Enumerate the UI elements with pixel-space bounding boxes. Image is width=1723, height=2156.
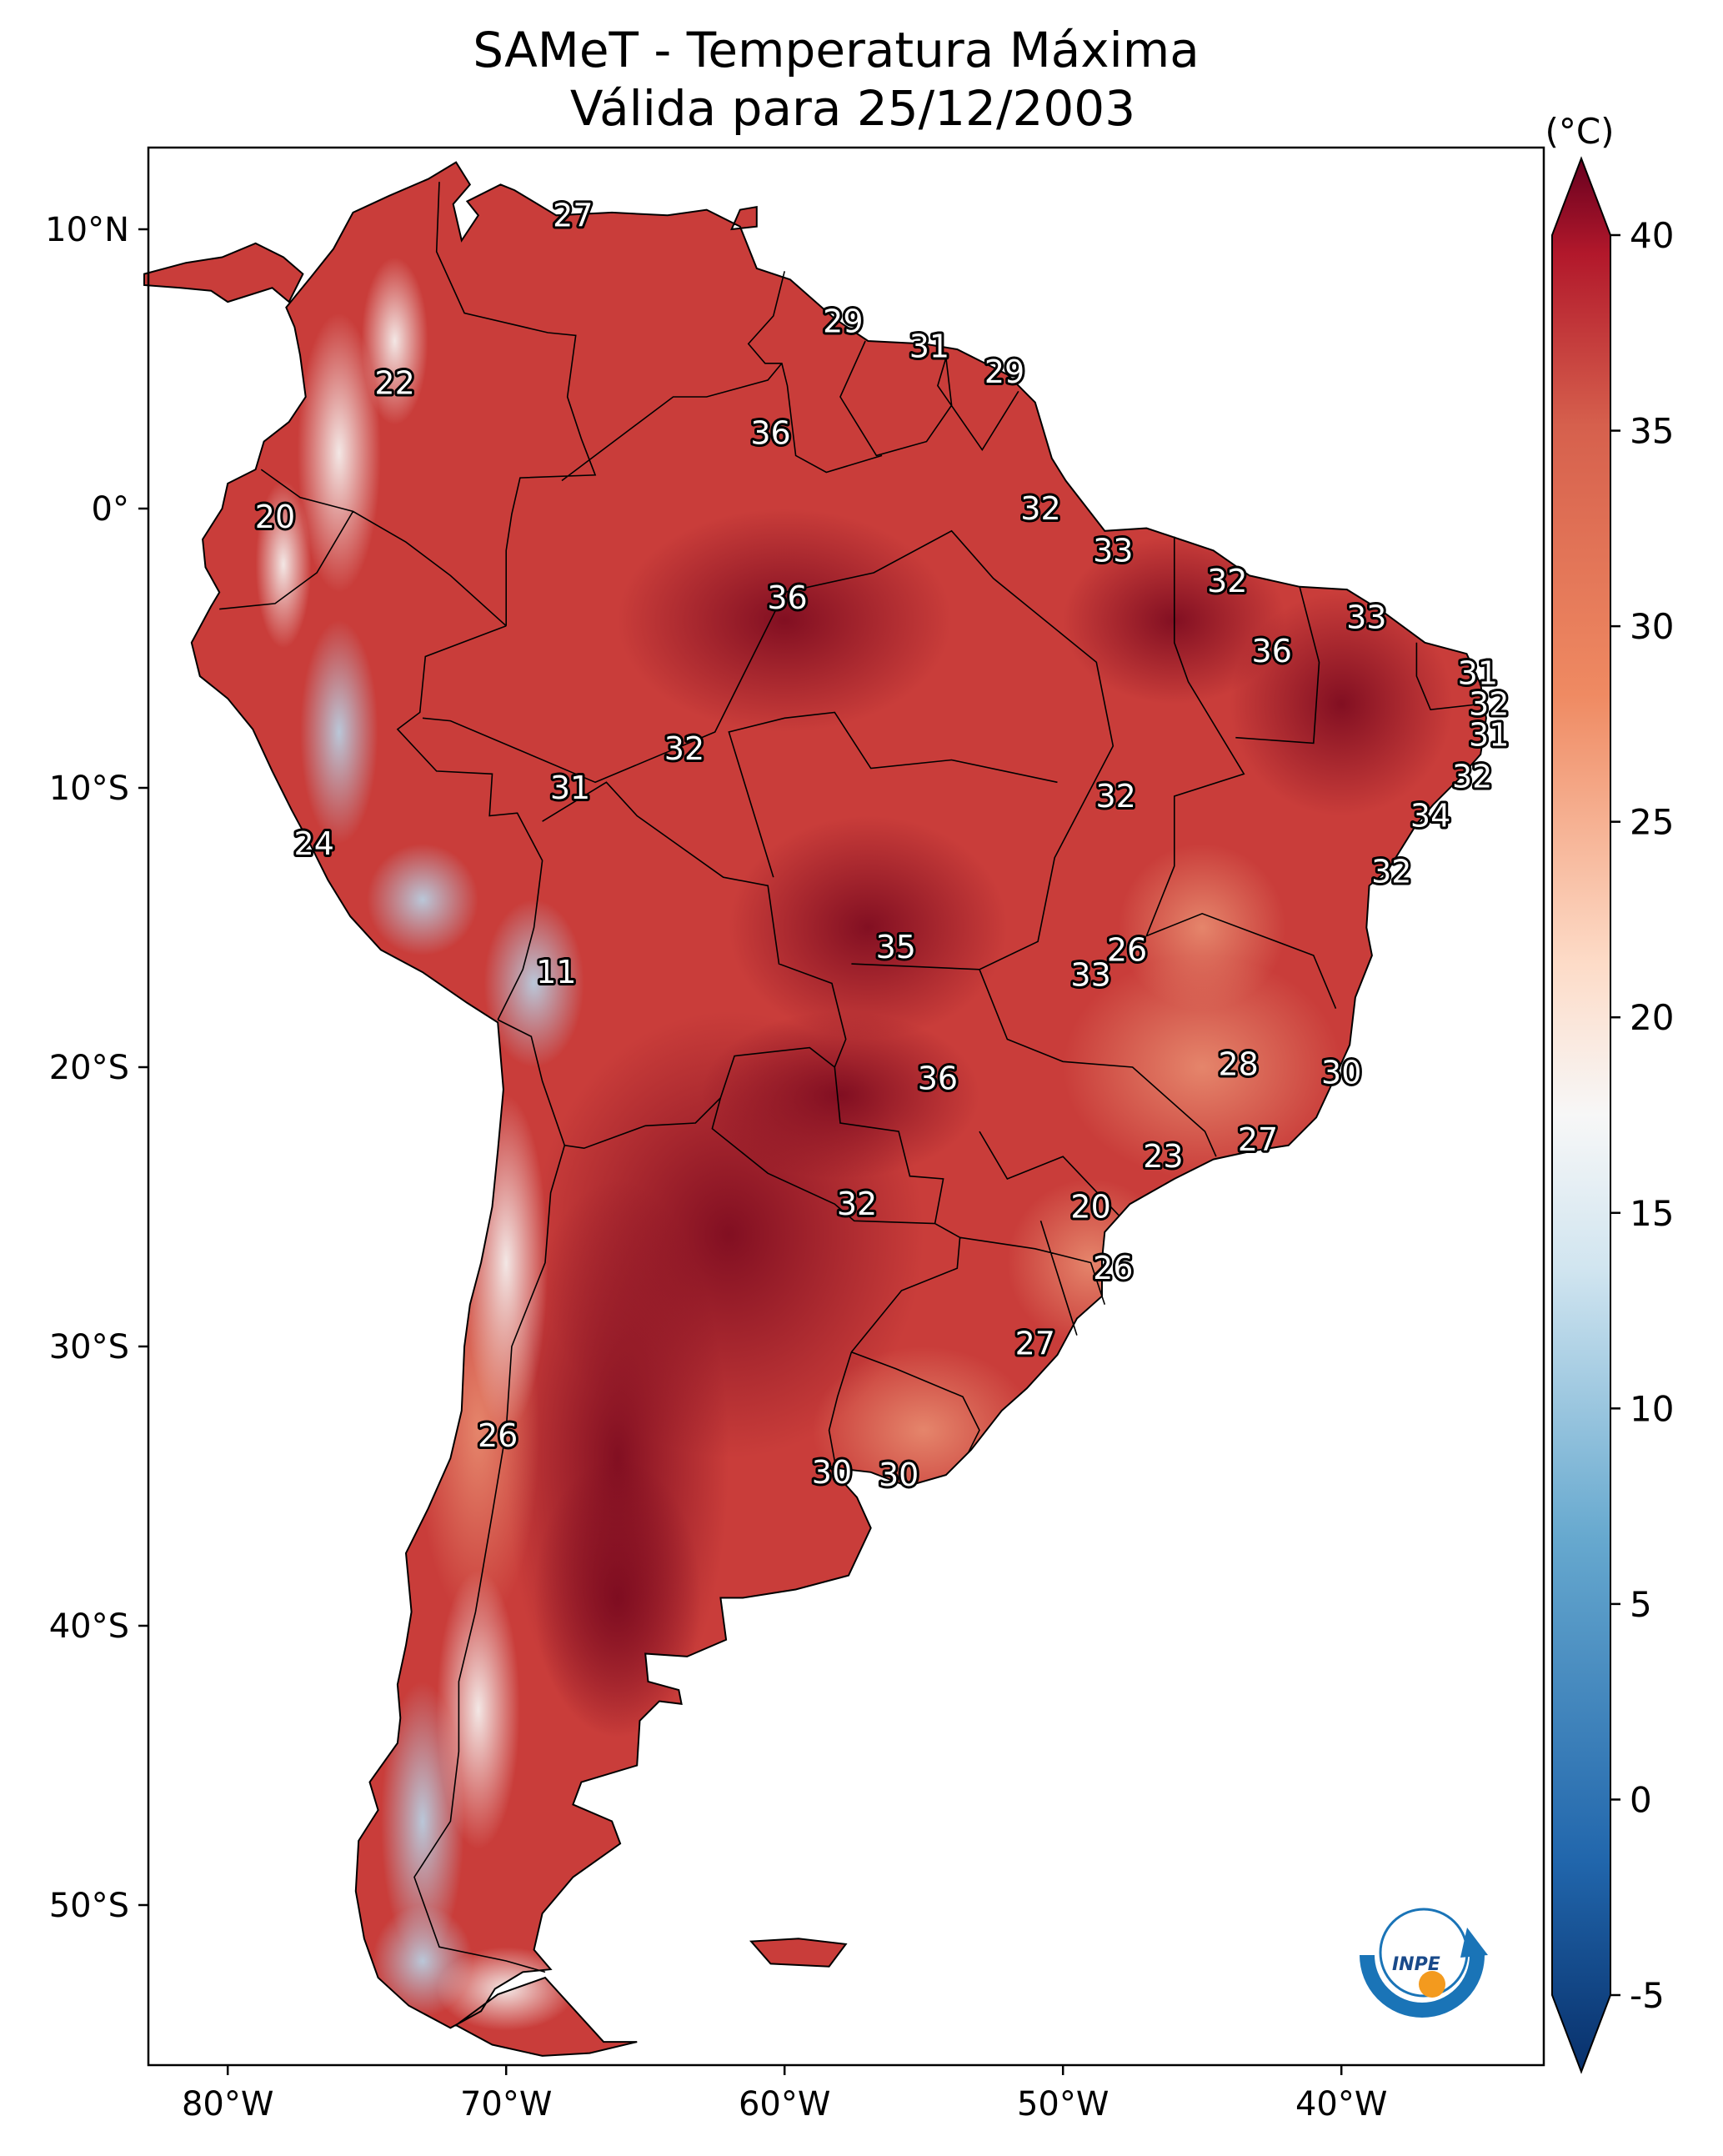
colorbar-tick-label: 20 xyxy=(1630,997,1674,1038)
temperature-value-label: 26 xyxy=(478,1417,518,1454)
temperature-value-label: 20 xyxy=(1070,1189,1110,1226)
temperature-value-label: 22 xyxy=(374,364,414,401)
temperature-value-label: 28 xyxy=(1218,1046,1258,1083)
logo-ring xyxy=(1379,1908,1469,1998)
latitude-axis: 10°N 0° 10°S 20°S 30°S 40°S 50°S xyxy=(45,211,148,1925)
political-borders xyxy=(219,182,1481,1973)
temperature-value-label: 34 xyxy=(1410,798,1450,835)
temperature-value-label: 30 xyxy=(879,1457,919,1493)
temperature-value-label: 33 xyxy=(1346,599,1386,636)
temperature-value-label: 36 xyxy=(750,415,790,452)
colorbar-unit: (°C) xyxy=(1545,111,1614,152)
colorbar-tick-label: 30 xyxy=(1630,606,1674,647)
colorbar-tick-label: 40 xyxy=(1630,215,1674,256)
temperature-value-label: 20 xyxy=(255,499,295,535)
colorbar-bar xyxy=(1551,156,1611,2074)
temperature-value-label: 26 xyxy=(1107,931,1147,968)
lon-tick-label: 70°W xyxy=(460,2085,552,2123)
lat-tick-label: 30°S xyxy=(49,1328,129,1366)
temperature-value-label: 32 xyxy=(837,1186,877,1222)
lon-tick-label: 60°W xyxy=(739,2085,830,2123)
temperature-value-label: 31 xyxy=(909,328,949,365)
lat-tick-label: 10°N xyxy=(45,211,129,249)
temperature-value-label: 31 xyxy=(1469,716,1509,753)
temperature-value-label: 32 xyxy=(1371,854,1411,890)
colorbar-tick-label: 10 xyxy=(1630,1388,1674,1429)
colorbar-tick-label: 15 xyxy=(1630,1193,1674,1234)
lon-tick-label: 40°W xyxy=(1295,2085,1387,2123)
colorbar-ticks: 40 35 30 25 20 15 10 5 0 -5 xyxy=(1610,215,1674,2016)
temperature-value-label: 35 xyxy=(876,929,916,965)
map-title: SAMeT - Temperatura Máxima xyxy=(473,22,1200,78)
temperature-value-label: 32 xyxy=(664,730,704,767)
lat-tick-label: 0° xyxy=(92,490,129,529)
temperature-value-label: 29 xyxy=(823,303,863,340)
temperature-value-label: 33 xyxy=(1093,532,1133,569)
logo-arrow xyxy=(1460,1928,1488,1958)
colorbar-tick-label: 25 xyxy=(1630,802,1674,843)
logo-swoosh xyxy=(1360,1954,1485,2018)
colorbar-tick-label: 35 xyxy=(1630,411,1674,452)
temperature-value-label: 32 xyxy=(1095,778,1135,815)
temperature-value-label: 31 xyxy=(550,770,590,806)
temperature-value-label: 11 xyxy=(536,954,576,990)
temperature-value-label: 32 xyxy=(1469,686,1509,723)
temperature-field xyxy=(144,162,1486,2056)
lon-tick-label: 80°W xyxy=(182,2085,273,2123)
colorbar: (°C) 40 35 30 25 20 15 10 5 0 -5 xyxy=(1545,111,1674,2074)
colorbar-tick-label: -5 xyxy=(1630,1975,1665,2016)
map-subtitle: Válida para 25/12/2003 xyxy=(570,80,1135,137)
lat-tick-label: 10°S xyxy=(49,770,129,808)
temperature-value-label: 36 xyxy=(1252,633,1292,669)
temperature-value-label: 27 xyxy=(1238,1121,1278,1158)
longitude-axis: 80°W 70°W 60°W 50°W 40°W xyxy=(182,2065,1387,2123)
temperature-value-label: 26 xyxy=(1093,1250,1133,1286)
temperature-value-label: 32 xyxy=(1207,563,1247,599)
lat-tick-label: 20°S xyxy=(49,1049,129,1087)
temperature-value-label: 27 xyxy=(1015,1326,1055,1362)
lat-tick-label: 50°S xyxy=(49,1887,129,1925)
temperature-value-label: 36 xyxy=(767,579,807,616)
temperature-value-label: 36 xyxy=(918,1060,958,1096)
temperature-value-label: 27 xyxy=(553,197,593,233)
temperature-value-label: 31 xyxy=(1458,655,1498,692)
temperature-value-label: 23 xyxy=(1143,1138,1183,1175)
lon-tick-label: 50°W xyxy=(1017,2085,1109,2123)
inpe-logo: INPE xyxy=(1360,1908,1488,2018)
temperature-value-label: 24 xyxy=(294,825,334,862)
temperature-value-label: 30 xyxy=(1321,1055,1361,1091)
colorbar-tick-label: 5 xyxy=(1630,1584,1652,1625)
logo-sun xyxy=(1419,1971,1445,1998)
temperature-value-label: 30 xyxy=(812,1454,852,1491)
colorbar-tick-label: 0 xyxy=(1630,1779,1652,1820)
coastline xyxy=(143,161,1487,2057)
plot-frame xyxy=(147,146,1545,2067)
temperature-value-label: 32 xyxy=(1452,759,1492,795)
logo-text: INPE xyxy=(1392,1954,1440,1975)
temperature-value-label: 32 xyxy=(1020,490,1060,527)
temperature-value-label: 33 xyxy=(1070,956,1110,993)
lat-tick-label: 40°S xyxy=(49,1607,129,1646)
temperature-value-label: 29 xyxy=(984,353,1024,390)
